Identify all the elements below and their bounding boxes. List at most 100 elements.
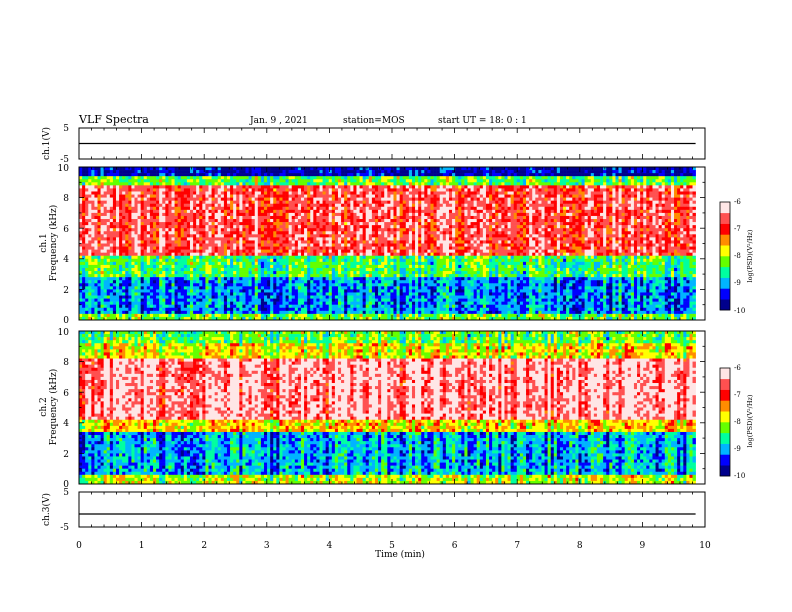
ch1-spectrogram-cell — [489, 191, 492, 194]
ch1-spectrogram-cell — [116, 195, 119, 198]
ch1-spectrogram-cell — [150, 179, 153, 182]
ch1-spectrogram-cell — [122, 198, 125, 201]
ch1-spectrogram-cell — [440, 188, 443, 191]
ch1-spectrogram-cell — [434, 191, 437, 194]
ch1-spectrogram-cell — [486, 185, 489, 188]
ch1-spectrogram-cell — [612, 170, 615, 173]
ch1-spectrogram-cell — [662, 170, 665, 173]
ch1-spectrogram-cell — [424, 201, 427, 204]
ch1-spectrogram-cell — [449, 198, 452, 201]
ch1-spectrogram-cell — [397, 204, 400, 207]
ch1-spectrogram-cell — [218, 167, 221, 170]
ch1-spectrogram-cell — [147, 198, 150, 201]
ch1-spectrogram-cell — [393, 170, 396, 173]
ch1-spectrogram-cell — [94, 167, 97, 170]
ch1-spectrogram-cell — [526, 170, 529, 173]
ch1-spectrogram-cell — [520, 191, 523, 194]
ch1-spectrogram-cell — [671, 185, 674, 188]
ch1-spectrogram-cell — [400, 204, 403, 207]
ch1-spectrogram-cell — [600, 188, 603, 191]
ch1-spectrogram-cell — [208, 210, 211, 213]
ch1-spectrogram-cell — [526, 188, 529, 191]
ch1-spectrogram-cell — [85, 179, 88, 182]
ch1-spectrogram-cell — [378, 179, 381, 182]
ch1-spectrogram-cell — [181, 201, 184, 204]
ch1-spectrogram-cell — [406, 201, 409, 204]
ch1-spectrogram-cell — [615, 204, 618, 207]
ch1-spectrogram-cell — [190, 170, 193, 173]
ch1-spectrogram-cell — [554, 182, 557, 185]
ch1-spectrogram-cell — [144, 185, 147, 188]
ch1-spectrogram-cell — [640, 179, 643, 182]
ch1-spectrogram-cell — [477, 198, 480, 201]
ch1-spectrogram-cell — [147, 179, 150, 182]
ch1-spectrogram-cell — [600, 204, 603, 207]
ch1-spectrogram-cell — [316, 210, 319, 213]
ch1-spectrogram-cell — [295, 176, 298, 179]
ch1-spectrogram-cell — [541, 170, 544, 173]
ch1-spectrogram-cell — [88, 170, 91, 173]
ch1-spectrogram-cell — [495, 198, 498, 201]
ch1-spectrogram-cell — [532, 179, 535, 182]
ch1-spectrogram-cell — [363, 170, 366, 173]
ch1-spectrogram-cell — [205, 188, 208, 191]
ch1-spectrogram-cell — [582, 167, 585, 170]
ch1-spectrogram-cell — [150, 167, 153, 170]
ch1-spectrogram-cell — [397, 201, 400, 204]
ch1-spectrogram-cell — [498, 167, 501, 170]
ch1-spectrogram-cell — [495, 182, 498, 185]
ch1-spectrogram-cell — [119, 182, 122, 185]
ch1-spectrogram-cell — [504, 204, 507, 207]
ch1-spectrogram-cell — [221, 182, 224, 185]
ch1-spectrogram-cell — [313, 170, 316, 173]
ch1-spectrogram-cell — [360, 170, 363, 173]
ch1-spectrogram-cell — [452, 173, 455, 176]
ch1-spectrogram-cell — [640, 195, 643, 198]
ch1-spectrogram-cell — [196, 204, 199, 207]
ch1-spectrogram-cell — [652, 198, 655, 201]
ch1-spectrogram-cell — [662, 201, 665, 204]
ch1-spectrogram-cell — [347, 170, 350, 173]
ch1-spectrogram-cell — [307, 201, 310, 204]
ch1-spectrogram-cell — [319, 185, 322, 188]
ch1-spectrogram-cell — [566, 210, 569, 213]
ch1-spectrogram-cell — [686, 173, 689, 176]
ch1-spectrogram-cell — [588, 179, 591, 182]
ch1-spectrogram-cell — [107, 195, 110, 198]
ch1-spectrogram-cell — [224, 176, 227, 179]
ch1-spectrogram-cell — [255, 173, 258, 176]
ch1-spectrogram-cell — [520, 182, 523, 185]
ch1-spectrogram-cell — [467, 167, 470, 170]
ch1-spectrogram-cell — [156, 201, 159, 204]
ch1-spectrogram-cell — [307, 204, 310, 207]
ch1-spectrogram-cell — [631, 185, 634, 188]
ch1-spectrogram-cell — [612, 198, 615, 201]
ch1-spectrogram-cell — [338, 213, 341, 216]
ch1-spectrogram-cell — [326, 167, 329, 170]
ch1-spectrogram-cell — [242, 170, 245, 173]
ch1-spectrogram-cell — [159, 201, 162, 204]
ch1-spectrogram-cell — [332, 191, 335, 194]
ch1-spectrogram-cell — [131, 176, 134, 179]
ch1-spectrogram-cell — [508, 182, 511, 185]
ch1-spectrogram-cell — [310, 173, 313, 176]
ch1-spectrogram-cell — [150, 191, 153, 194]
ch1-spectrogram-cell — [662, 167, 665, 170]
ch1-spectrogram-cell — [202, 201, 205, 204]
ch1-spectrogram-cell — [452, 182, 455, 185]
ch1-spectrogram-cell — [193, 213, 196, 216]
ch1-spectrogram-cell — [79, 185, 82, 188]
ch1-spectrogram-cell — [134, 207, 137, 210]
ch1-spectrogram-cell — [464, 185, 467, 188]
ch1-spectrogram-cell — [415, 185, 418, 188]
ch1-spectrogram-cell — [387, 185, 390, 188]
ch1-spectrogram-cell — [612, 204, 615, 207]
ch1-spectrogram-cell — [393, 173, 396, 176]
ch1-spectrogram-cell — [560, 167, 563, 170]
ch1-spectrogram-cell — [138, 179, 141, 182]
ch1-spectrogram-cell — [187, 207, 190, 210]
ch1-spectrogram-cell — [329, 210, 332, 213]
ch1-spectrogram-cell — [113, 198, 116, 201]
ch1-spectrogram-cell — [85, 213, 88, 216]
ch1-spectrogram-cell — [529, 182, 532, 185]
